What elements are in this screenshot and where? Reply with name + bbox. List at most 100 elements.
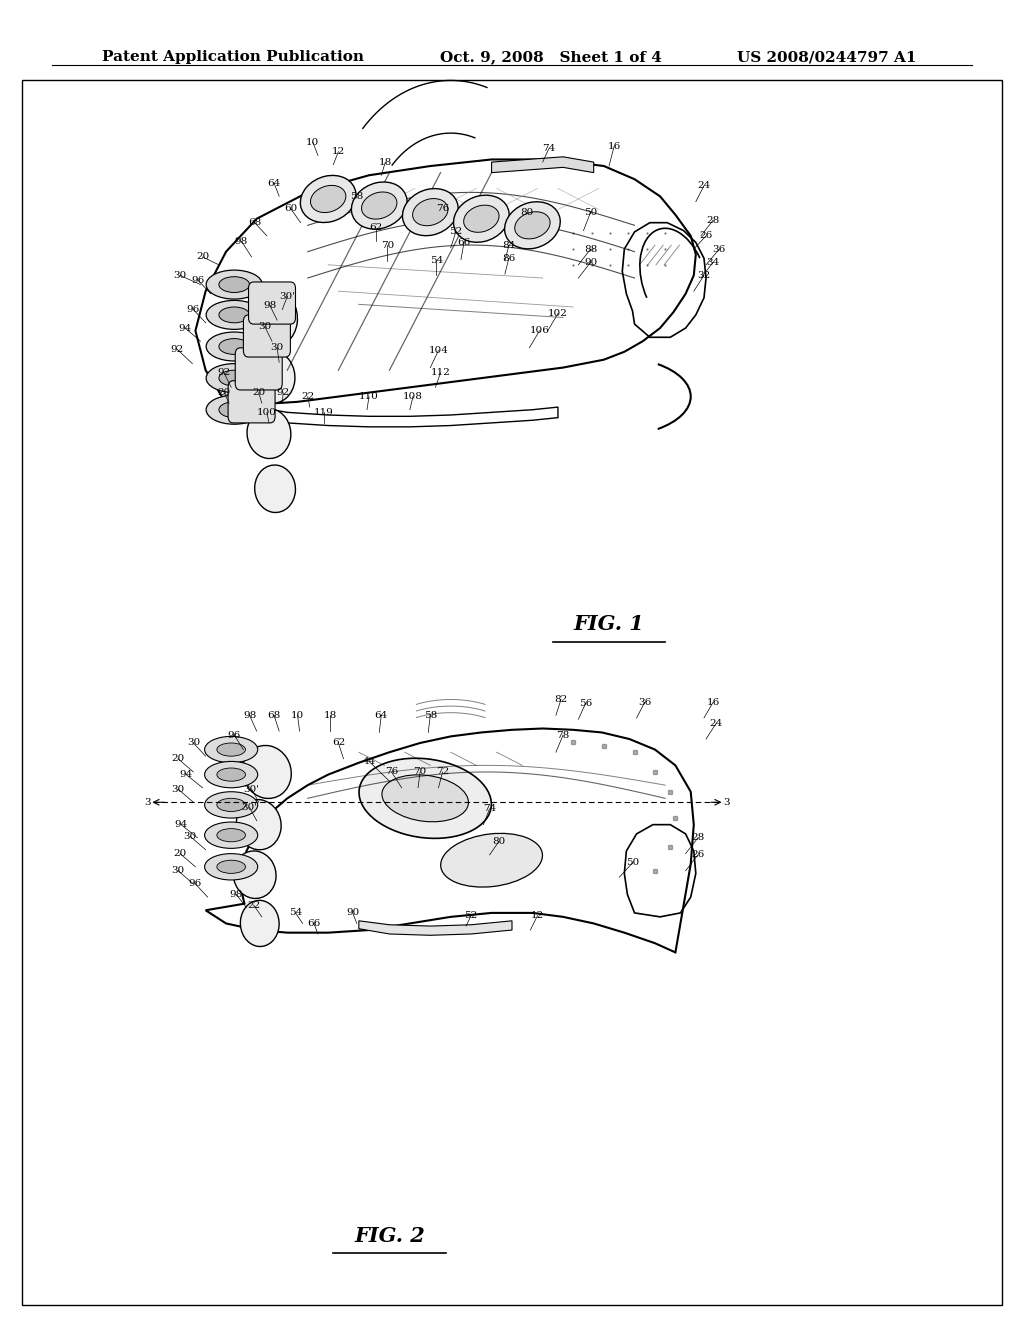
- Text: 20: 20: [196, 252, 209, 261]
- Text: 18: 18: [379, 157, 392, 166]
- Ellipse shape: [205, 822, 258, 849]
- Ellipse shape: [241, 900, 280, 946]
- Text: 30': 30': [244, 784, 260, 793]
- Text: US 2008/0244797 A1: US 2008/0244797 A1: [737, 50, 916, 65]
- Text: 44: 44: [362, 756, 376, 766]
- Text: 80: 80: [493, 837, 506, 846]
- Ellipse shape: [233, 851, 276, 899]
- Text: 64: 64: [267, 178, 281, 187]
- Text: 58: 58: [424, 711, 437, 719]
- Text: 10: 10: [306, 137, 319, 147]
- Ellipse shape: [205, 854, 258, 880]
- Text: 66: 66: [307, 919, 321, 928]
- Text: 68: 68: [267, 711, 281, 719]
- Ellipse shape: [351, 182, 408, 230]
- Text: 26: 26: [691, 850, 705, 859]
- Text: 90: 90: [584, 257, 597, 267]
- Text: 52: 52: [450, 227, 463, 236]
- Text: 58: 58: [350, 191, 364, 201]
- Ellipse shape: [206, 363, 262, 392]
- FancyBboxPatch shape: [236, 347, 283, 389]
- Text: 3: 3: [144, 797, 151, 807]
- Text: 30: 30: [183, 832, 197, 841]
- Ellipse shape: [219, 370, 250, 385]
- Text: 30: 30: [171, 866, 184, 875]
- Text: 36: 36: [638, 698, 651, 706]
- Text: 18: 18: [324, 711, 337, 719]
- Text: 62: 62: [332, 738, 345, 747]
- Text: 20: 20: [252, 388, 265, 397]
- Text: 74: 74: [483, 804, 497, 813]
- Text: 70: 70: [414, 767, 427, 776]
- Ellipse shape: [219, 401, 250, 417]
- Text: 52: 52: [465, 911, 478, 920]
- Text: 30: 30: [171, 784, 184, 793]
- Text: 92: 92: [170, 345, 183, 354]
- Text: 98: 98: [234, 236, 248, 246]
- Text: 94: 94: [179, 770, 193, 779]
- Text: 98: 98: [243, 711, 256, 719]
- Text: 78: 78: [556, 730, 569, 739]
- Text: 68: 68: [248, 218, 261, 227]
- Text: 34: 34: [707, 257, 720, 267]
- FancyBboxPatch shape: [249, 282, 296, 325]
- Text: 50: 50: [584, 207, 597, 216]
- Text: 82: 82: [554, 696, 567, 704]
- Text: 84: 84: [503, 240, 515, 249]
- Ellipse shape: [243, 746, 291, 799]
- Text: 76: 76: [385, 767, 398, 776]
- Text: 102: 102: [548, 309, 568, 318]
- Text: 90: 90: [346, 908, 359, 917]
- Ellipse shape: [247, 408, 291, 458]
- Ellipse shape: [359, 758, 492, 838]
- Ellipse shape: [515, 211, 550, 239]
- Text: 3: 3: [723, 797, 730, 807]
- Text: 12: 12: [530, 911, 544, 920]
- FancyBboxPatch shape: [244, 315, 291, 356]
- Text: 100: 100: [257, 408, 276, 417]
- Ellipse shape: [310, 185, 346, 213]
- Ellipse shape: [217, 829, 246, 842]
- Polygon shape: [358, 921, 512, 936]
- Ellipse shape: [206, 301, 262, 330]
- Ellipse shape: [217, 768, 246, 781]
- Ellipse shape: [361, 191, 397, 219]
- Text: 86: 86: [503, 253, 515, 263]
- Ellipse shape: [402, 189, 458, 236]
- Ellipse shape: [464, 205, 499, 232]
- Text: 98: 98: [229, 890, 243, 899]
- Text: 62: 62: [370, 223, 383, 232]
- Text: 119: 119: [314, 408, 334, 417]
- Text: 10: 10: [291, 711, 304, 719]
- Ellipse shape: [217, 799, 246, 812]
- Text: 20: 20: [171, 754, 184, 763]
- Text: 110: 110: [359, 392, 379, 401]
- Ellipse shape: [454, 195, 509, 243]
- Ellipse shape: [217, 743, 246, 756]
- Ellipse shape: [219, 339, 250, 354]
- Ellipse shape: [440, 833, 543, 887]
- Text: FIG. 2: FIG. 2: [354, 1226, 425, 1246]
- Ellipse shape: [206, 395, 262, 424]
- Text: 50: 50: [626, 858, 639, 867]
- Text: 98: 98: [263, 301, 276, 310]
- Text: 66: 66: [458, 238, 471, 247]
- Ellipse shape: [300, 176, 356, 223]
- Text: 30: 30: [186, 738, 200, 747]
- Text: 108: 108: [403, 392, 423, 401]
- Ellipse shape: [505, 202, 560, 249]
- Ellipse shape: [413, 198, 447, 226]
- Text: 96: 96: [188, 879, 202, 888]
- Text: 16: 16: [707, 698, 720, 706]
- Text: FIG. 1: FIG. 1: [573, 614, 644, 635]
- Text: 80: 80: [520, 207, 534, 216]
- Ellipse shape: [237, 800, 282, 850]
- Text: 22: 22: [301, 392, 314, 401]
- Ellipse shape: [217, 861, 246, 874]
- Text: 96: 96: [227, 730, 241, 739]
- Text: 88: 88: [584, 244, 597, 253]
- Text: 30: 30: [270, 343, 284, 352]
- Ellipse shape: [382, 775, 468, 822]
- Text: 16: 16: [607, 141, 621, 150]
- Text: 72: 72: [436, 767, 450, 776]
